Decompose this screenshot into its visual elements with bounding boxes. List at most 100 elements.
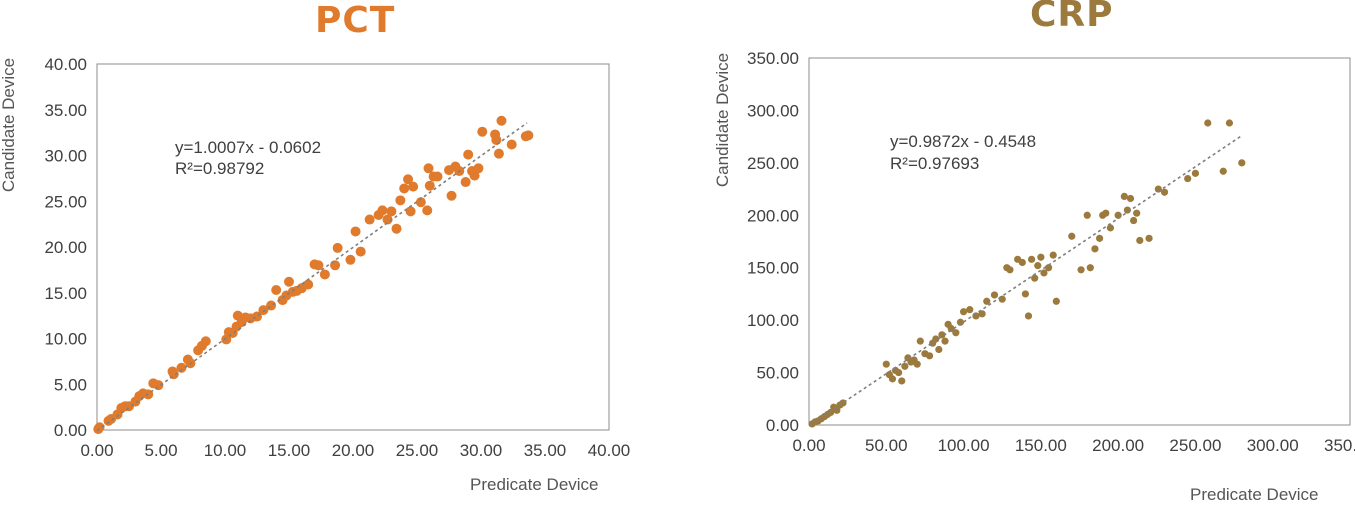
data-point — [399, 183, 410, 194]
data-point — [938, 331, 946, 339]
y-tick-label: 35.00 — [44, 101, 87, 120]
y-tick-label: 150.00 — [747, 259, 799, 278]
y-axis-title: Candidate Device — [713, 52, 733, 188]
data-point — [423, 163, 434, 174]
data-point — [284, 276, 294, 287]
data-point — [895, 368, 903, 377]
data-point — [506, 139, 517, 150]
data-point — [446, 190, 457, 201]
data-point — [319, 269, 330, 280]
data-point — [350, 226, 361, 237]
data-point — [395, 195, 406, 206]
data-point — [1204, 119, 1212, 127]
data-point — [978, 310, 986, 318]
data-point — [998, 295, 1006, 303]
data-point — [469, 170, 480, 181]
data-point — [882, 360, 890, 368]
x-tick-label: 200.00 — [1092, 436, 1144, 455]
data-point — [990, 291, 999, 299]
x-tick-label: 300.00 — [1247, 436, 1299, 455]
chart-title: PCT — [315, 0, 396, 41]
data-point — [925, 352, 934, 360]
data-point — [916, 337, 924, 345]
r-squared-value: R²=0.98792 — [175, 159, 265, 178]
data-point — [901, 362, 909, 370]
data-point — [1021, 290, 1029, 298]
x-tick-label: 25.00 — [396, 441, 439, 460]
y-tick-label: 200.00 — [747, 206, 799, 225]
data-point — [493, 148, 504, 159]
data-point — [1086, 264, 1094, 272]
data-point — [966, 306, 974, 314]
y-tick-label: 5.00 — [54, 375, 87, 394]
x-tick-label: 350.00 — [1324, 436, 1355, 455]
data-point — [364, 214, 375, 225]
data-point — [888, 375, 897, 383]
data-point — [491, 134, 502, 145]
data-point — [303, 279, 314, 290]
data-point — [1136, 236, 1144, 245]
y-tick-label: 10.00 — [44, 330, 87, 349]
data-point — [382, 214, 393, 225]
x-tick-label: 15.00 — [268, 441, 311, 460]
data-point — [271, 285, 282, 296]
data-point — [827, 408, 835, 417]
data-point — [983, 297, 991, 305]
data-point — [1037, 253, 1045, 261]
x-tick-label: 10.00 — [204, 441, 247, 460]
data-point — [1184, 174, 1192, 183]
data-point — [1044, 264, 1053, 272]
data-point — [391, 223, 402, 234]
y-tick-label: 0.00 — [766, 416, 799, 435]
data-point — [913, 360, 921, 368]
x-axis-title: Predicate Device — [470, 475, 599, 494]
x-tick-label: 250.00 — [1169, 436, 1221, 455]
crp-scatter-plot: 0.00 50.00 100.00 150.00 200.00 250.00 300.00 3… — [747, 49, 1355, 455]
plot-area-border — [96, 63, 610, 431]
data-point — [932, 335, 940, 343]
data-point — [477, 126, 488, 137]
trendline — [808, 134, 1243, 427]
data-point — [523, 130, 534, 141]
y-tick-label: 50.00 — [756, 364, 799, 383]
pct-chart-panel: PCT Candidate Device y=1.0007x - 0.0602 … — [0, 0, 660, 503]
y-tick-label: 30.00 — [44, 147, 87, 166]
data-point — [1160, 188, 1169, 196]
data-point — [200, 336, 211, 347]
data-point — [355, 246, 366, 257]
x-tick-label: 150.00 — [1015, 436, 1067, 455]
data-point — [1049, 251, 1057, 259]
data-point — [1052, 297, 1060, 305]
data-point — [1102, 209, 1110, 217]
y-tick-label: 20.00 — [44, 238, 87, 257]
x-tick-label: 40.00 — [588, 441, 631, 460]
data-point — [386, 206, 397, 217]
data-point — [258, 305, 269, 316]
plot-area-border — [808, 57, 1351, 426]
x-axis-title: Predicate Device — [1190, 485, 1319, 504]
data-point — [496, 115, 507, 126]
data-point — [422, 205, 433, 216]
data-point — [952, 329, 960, 337]
regression-equation: y=0.9872x - 0.4548 — [890, 132, 1037, 151]
data-point — [405, 206, 416, 217]
y-tick-label: 25.00 — [44, 192, 87, 211]
data-point — [1225, 119, 1234, 127]
x-tick-label: 50.00 — [865, 436, 908, 455]
x-tick-label: 0.00 — [80, 441, 113, 460]
data-point — [959, 308, 968, 316]
chart-title: CRP — [1030, 0, 1114, 35]
regression-equation: y=1.0007x - 0.0602 — [175, 138, 322, 157]
y-tick-label: 40.00 — [44, 55, 87, 74]
data-point — [377, 205, 388, 216]
y-tick-label: 15.00 — [44, 284, 87, 303]
data-point — [1126, 194, 1135, 203]
pct-scatter-plot: 0.00 5.00 10.00 15.00 20.00 25.00 30.00 35.00 40… — [44, 55, 631, 460]
data-point — [1191, 169, 1200, 177]
data-point — [1238, 159, 1246, 167]
data-point — [1006, 266, 1014, 274]
data-point — [1219, 167, 1227, 175]
data-point — [332, 242, 343, 253]
data-point — [1106, 224, 1115, 232]
x-tick-label: 20.00 — [332, 441, 375, 460]
